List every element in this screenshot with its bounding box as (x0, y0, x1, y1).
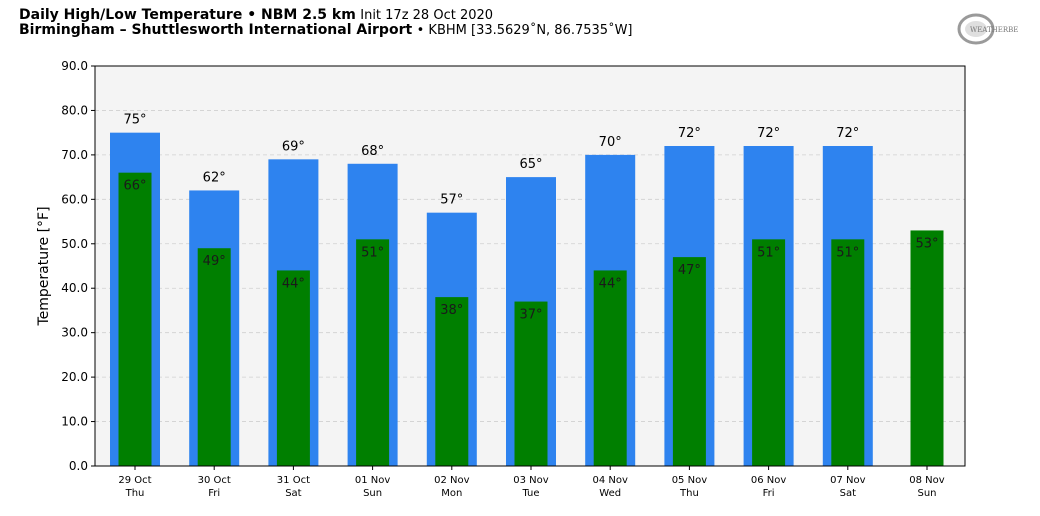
x-tick-label-day: Tue (521, 488, 539, 499)
low-value-label: 44° (282, 276, 305, 291)
x-tick-label-day: Sun (917, 488, 936, 499)
x-tick-label-day: Sat (840, 488, 856, 499)
high-value-label: 57° (440, 193, 463, 208)
low-value-label: 38° (440, 303, 463, 318)
low-value-label: 37° (519, 308, 542, 323)
x-tick-label-date: 02 Nov (434, 475, 470, 486)
low-series (118, 172, 944, 466)
y-tick-label: 90.0 (61, 59, 88, 73)
y-tick-label: 80.0 (61, 103, 88, 117)
x-tick-label-day: Thu (125, 488, 145, 499)
high-value-label: 75° (123, 113, 146, 128)
low-bar (593, 270, 627, 466)
weatherbell-logo: WEATHERBELL (957, 13, 1018, 45)
high-value-label: 69° (282, 139, 305, 154)
x-tick-label-day: Thu (679, 488, 699, 499)
x-tick-label-day: Sat (285, 488, 301, 499)
low-bar (197, 248, 231, 466)
y-tick-label: 40.0 (61, 281, 88, 295)
low-bar (831, 239, 865, 466)
x-tick-label-day: Mon (441, 488, 462, 499)
high-value-label: 72° (757, 126, 780, 141)
low-bar (752, 239, 786, 466)
init-time: Init 17z 28 Oct 2020 (360, 8, 494, 23)
x-tick-label-date: 06 Nov (751, 475, 787, 486)
y-tick-label: 30.0 (61, 326, 88, 340)
low-value-label: 51° (757, 245, 780, 260)
low-value-label: 66° (123, 179, 146, 194)
high-value-label: 65° (519, 157, 542, 172)
low-value-label: 51° (361, 245, 384, 260)
low-value-label: 49° (203, 254, 226, 269)
x-tick-label-date: 30 Oct (198, 475, 231, 486)
high-value-label: 72° (836, 126, 859, 141)
location-name: Birmingham – Shuttlesworth International… (19, 22, 413, 38)
x-tick-label-date: 08 Nov (909, 475, 945, 486)
low-bar (514, 301, 548, 466)
plot-frame (94, 65, 966, 467)
low-bar (435, 297, 469, 466)
low-bar (276, 270, 310, 466)
low-value-label: 53° (915, 236, 938, 251)
chart-location: Birmingham – Shuttlesworth International… (19, 22, 633, 39)
x-tick-label-date: 07 Nov (830, 475, 866, 486)
low-labels: 66° 49° 44° 51° 38° 37° 44° 47° 51° 51° 53° (123, 179, 938, 323)
x-tick-label-date: 29 Oct (118, 475, 151, 486)
high-labels: 75° 62° 69° 68° 57° 65° 70° 72° 72° 72° (123, 113, 859, 208)
high-value-label: 70° (599, 135, 622, 150)
high-value-label: 72° (678, 126, 701, 141)
low-bar (118, 172, 152, 466)
x-tick-label-day: Fri (208, 488, 220, 499)
y-axis: 0.0 10.0 20.0 30.0 40.0 50.0 60.0 70.0 80.0 90.0 (61, 59, 95, 473)
low-value-label: 44° (599, 276, 622, 291)
chart-title: Daily High/Low Temperature • NBM 2.5 km … (19, 7, 494, 24)
y-tick-label: 70.0 (61, 148, 88, 162)
x-tick-label-date: 03 Nov (513, 475, 549, 486)
title-text: Daily High/Low Temperature • NBM 2.5 km (19, 7, 356, 23)
x-tick-label-date: 01 Nov (355, 475, 391, 486)
y-axis-label: Temperature [°F] (36, 206, 52, 326)
low-bar (910, 230, 944, 466)
high-value-label: 68° (361, 144, 384, 159)
y-tick-label: 20.0 (61, 370, 88, 384)
y-tick-label: 50.0 (61, 237, 88, 251)
logo-text: WEATHERBELL (970, 26, 1018, 34)
x-tick-label-date: 31 Oct (277, 475, 310, 486)
y-tick-label: 60.0 (61, 192, 88, 206)
y-tick-label: 0.0 (69, 459, 88, 473)
x-tick-label-day: Fri (763, 488, 775, 499)
x-axis: 29 Oct Thu 30 Oct Fri 31 Oct Sat 01 Nov Sun 02 N… (118, 466, 945, 499)
y-tick-label: 10.0 (61, 415, 88, 429)
high-value-label: 62° (203, 170, 226, 185)
location-detail: • KBHM [33.5629˚N, 86.7535˚W] (416, 23, 633, 38)
low-value-label: 51° (836, 245, 859, 260)
x-tick-label-date: 05 Nov (672, 475, 708, 486)
low-value-label: 47° (678, 263, 701, 278)
x-tick-label-day: Wed (599, 488, 621, 499)
x-tick-label-day: Sun (363, 488, 382, 499)
x-tick-label-date: 04 Nov (592, 475, 628, 486)
low-bar (672, 257, 706, 466)
low-bar (356, 239, 390, 466)
